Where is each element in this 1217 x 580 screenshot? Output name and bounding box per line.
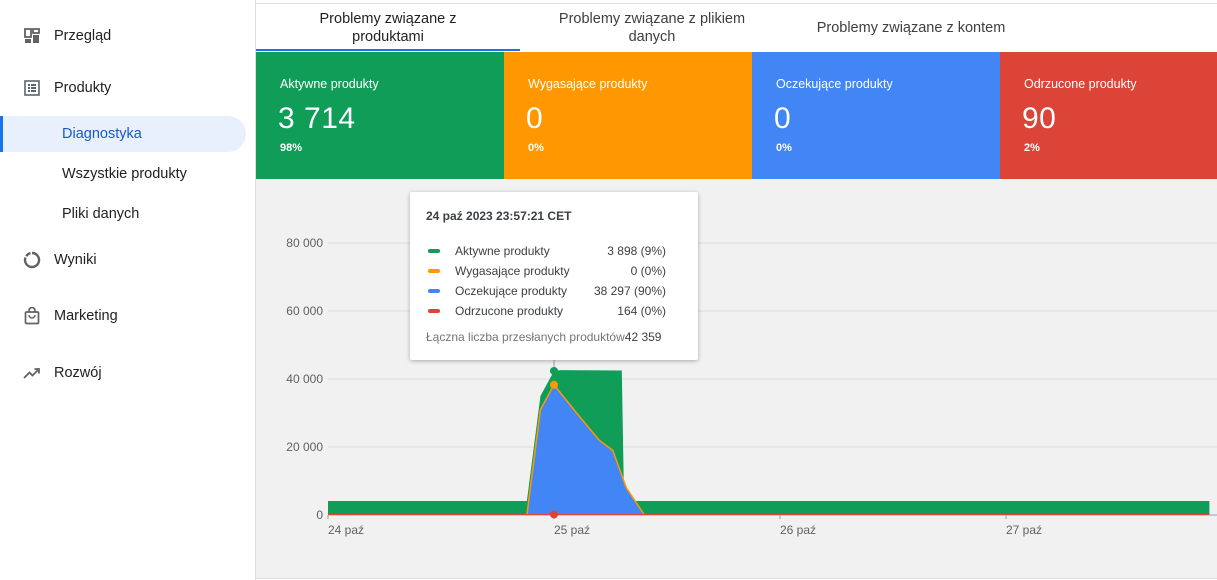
active-tab-indicator [256, 49, 520, 51]
tooltip-row-value: 164 (0%) [617, 304, 666, 318]
tooltip-row: Odrzucone produkty 164 (0%) [426, 303, 686, 319]
card-value: 3 714 [278, 102, 356, 135]
card-title: Odrzucone produkty [1024, 77, 1137, 91]
divider [256, 3, 1217, 4]
nav-item-growth[interactable]: Rozwój [0, 355, 246, 391]
sidebar-subitem-label: Wszystkie produkty [62, 166, 187, 182]
nav-item-label: Wyniki [54, 252, 97, 268]
series-line-expiring [526, 383, 646, 516]
legend-swatch [428, 289, 440, 293]
nav-item-products[interactable]: Produkty [0, 70, 246, 106]
tab-label: Problemy związane z kontem [816, 19, 1006, 36]
tab-label: Problemy związane z produktami [319, 10, 457, 45]
legend-swatch [428, 309, 440, 313]
x-tick-label: 24 paź [328, 523, 364, 537]
nav-item-label: Przegląd [54, 28, 112, 44]
point-marker-expiring [550, 380, 558, 389]
dashboard-icon [22, 26, 42, 46]
series-area-pending [526, 384, 645, 515]
tooltip-row-value: 38 297 (90%) [593, 284, 666, 298]
tooltip-row-name: Aktywne produkty [455, 244, 550, 258]
y-tick-label: 0 [316, 508, 323, 522]
main-content: Problemy związane z produktami Problemy z… [255, 0, 1217, 580]
x-tick-label: 25 paź [554, 523, 590, 537]
sidebar-subitem-all-products[interactable]: Wszystkie produkty [0, 156, 246, 192]
card-title: Oczekujące produkty [776, 77, 893, 91]
shopping-bag-icon [22, 306, 42, 326]
tooltip-row-name: Wygasające produkty [455, 264, 570, 278]
point-marker-active [550, 366, 558, 375]
card-pending-products[interactable]: Oczekujące produkty 0 0% [752, 52, 1000, 179]
sidebar-subitem-data-feeds[interactable]: Pliki danych [0, 196, 246, 232]
card-title: Wygasające produkty [528, 77, 648, 91]
card-expiring-products[interactable]: Wygasające produkty 0 0% [504, 52, 752, 179]
tooltip-total-label: Łączna liczba przesłanych produktów [426, 330, 625, 344]
sidebar-subitem-diagnostics[interactable]: Diagnostyka [0, 116, 246, 152]
card-value: 0 [526, 102, 544, 135]
divider [256, 578, 1217, 579]
y-tick-label: 20 000 [286, 440, 323, 454]
point-marker-rejected [550, 510, 558, 519]
card-value: 0 [774, 102, 792, 135]
sidebar-subitem-label: Diagnostyka [62, 126, 142, 142]
tooltip-row-value: 0 (0%) [630, 264, 666, 278]
tab-account-issues[interactable]: Problemy związane z kontem [784, 4, 1038, 51]
tooltip-title: 24 paź 2023 23:57:21 CET [426, 209, 572, 223]
x-tick-label: 27 paź [1006, 523, 1042, 537]
chart-tooltip: 24 paź 2023 23:57:21 CET Aktywne produkt… [410, 192, 698, 360]
card-percent: 0% [776, 142, 792, 154]
donut-chart-icon [22, 250, 42, 270]
sidebar: Przegląd Produkty Diagnostyka Wszystkie … [0, 0, 255, 580]
tooltip-total: Łączna liczba przesłanych produktów42 35… [426, 330, 661, 344]
tooltip-row-name: Odrzucone produkty [455, 304, 564, 318]
nav-item-label: Marketing [54, 308, 118, 324]
nav-item-overview[interactable]: Przegląd [0, 18, 246, 54]
product-status-chart[interactable]: 0 20 000 40 000 60 000 80 000 24 paź 25 paź 26 … [256, 179, 1217, 578]
y-tick-label: 40 000 [286, 372, 323, 386]
nav-item-label: Produkty [54, 80, 112, 96]
tab-label: Problemy związane z plikiem danych [558, 10, 746, 45]
card-percent: 2% [1024, 142, 1040, 154]
tooltip-row: Oczekujące produkty 38 297 (90%) [426, 283, 686, 299]
card-percent: 0% [528, 142, 544, 154]
card-disapproved-products[interactable]: Odrzucone produkty 90 2% [1000, 52, 1217, 179]
tab-feed-issues[interactable]: Problemy związane z plikiem danych [520, 4, 784, 51]
legend-swatch [428, 269, 440, 273]
card-active-products[interactable]: Aktywne produkty 3 714 98% [256, 52, 504, 179]
nav-item-label: Rozwój [54, 365, 102, 381]
series-area-active [328, 370, 1210, 515]
tooltip-row-value: 3 898 (9%) [607, 244, 666, 258]
list-icon [22, 78, 42, 98]
sidebar-subitem-label: Pliki danych [62, 206, 140, 222]
y-tick-label: 80 000 [286, 236, 323, 250]
status-cards: Aktywne produkty 3 714 98% Wygasające pr… [256, 52, 1217, 179]
tooltip-total-value: 42 359 [624, 330, 662, 344]
y-tick-label: 60 000 [286, 304, 323, 318]
nav-item-performance[interactable]: Wyniki [0, 242, 246, 278]
trending-up-icon [22, 363, 42, 383]
tab-product-issues[interactable]: Problemy związane z produktami [256, 4, 520, 51]
card-title: Aktywne produkty [280, 77, 379, 91]
card-percent: 98% [280, 142, 303, 154]
tooltip-row: Aktywne produkty 3 898 (9%) [426, 243, 686, 259]
nav-item-marketing[interactable]: Marketing [0, 298, 246, 334]
tooltip-row: Wygasające produkty 0 (0%) [426, 263, 686, 279]
legend-swatch [428, 249, 440, 253]
card-value: 90 [1022, 102, 1057, 135]
tooltip-row-name: Oczekujące produkty [455, 284, 568, 298]
x-tick-label: 26 paź [780, 523, 816, 537]
